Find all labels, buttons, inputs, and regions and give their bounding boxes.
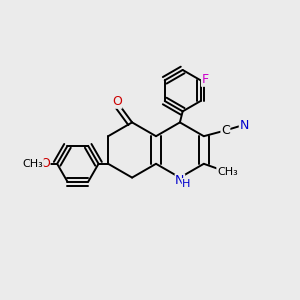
Text: CH₃: CH₃	[22, 159, 43, 169]
Text: F: F	[202, 73, 209, 86]
Text: N: N	[239, 118, 249, 132]
Text: C: C	[221, 124, 230, 136]
Text: CH₃: CH₃	[217, 167, 238, 177]
Text: N: N	[175, 174, 184, 187]
Text: H: H	[182, 178, 191, 189]
Text: O: O	[40, 157, 50, 170]
Text: O: O	[112, 95, 122, 108]
